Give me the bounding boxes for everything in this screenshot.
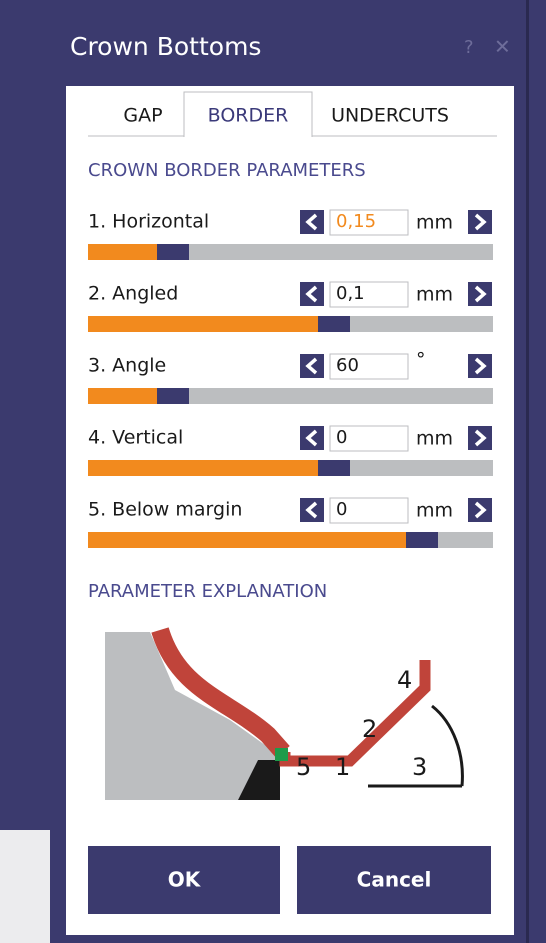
param-label: 4. Vertical bbox=[88, 427, 183, 449]
tooth-shape bbox=[105, 632, 280, 800]
diagram-label: 5 bbox=[296, 753, 311, 781]
angle-arc bbox=[368, 704, 464, 788]
slider-knob[interactable] bbox=[318, 316, 350, 332]
unit-text: mm bbox=[416, 212, 453, 234]
desktop-area bbox=[0, 830, 50, 943]
slider-knob[interactable] bbox=[406, 532, 438, 548]
slider-track[interactable] bbox=[88, 388, 493, 404]
tab[interactable]: GAP bbox=[123, 105, 162, 127]
unit-text: mm bbox=[416, 284, 453, 306]
dialog-title: Crown Bottoms bbox=[70, 32, 261, 61]
unit-text: ° bbox=[416, 349, 426, 371]
slider-knob[interactable] bbox=[157, 244, 189, 260]
close-button[interactable]: ✕ bbox=[494, 35, 511, 59]
value-text: 60 bbox=[336, 355, 359, 376]
chevron-left bbox=[305, 501, 318, 519]
decrement-button[interactable] bbox=[300, 282, 324, 306]
chevron-left bbox=[305, 285, 318, 303]
increment-button[interactable] bbox=[468, 282, 492, 306]
value-input[interactable] bbox=[329, 497, 409, 524]
param-label: 5. Below margin bbox=[88, 499, 242, 521]
chevron-right bbox=[474, 429, 487, 447]
increment-button[interactable] bbox=[468, 426, 492, 450]
section-heading: CROWN BORDER PARAMETERS bbox=[88, 160, 366, 181]
chevron-left bbox=[305, 357, 318, 375]
value-input[interactable] bbox=[329, 353, 409, 380]
button-label[interactable]: OK bbox=[168, 868, 202, 892]
slider-fill bbox=[88, 388, 157, 404]
tab-gap bbox=[185, 134, 311, 138]
slider-track[interactable] bbox=[88, 244, 493, 260]
chevron-right bbox=[474, 501, 487, 519]
decrement-button[interactable] bbox=[300, 426, 324, 450]
decrement-button[interactable] bbox=[300, 354, 324, 378]
chevron-right bbox=[474, 213, 487, 231]
slider-knob[interactable] bbox=[318, 460, 350, 476]
value-text: 0,1 bbox=[336, 283, 365, 304]
unit-text: mm bbox=[416, 500, 453, 522]
section-heading: PARAMETER EXPLANATION bbox=[88, 581, 327, 602]
decrement-button[interactable] bbox=[300, 498, 324, 522]
slider-fill bbox=[88, 532, 406, 548]
chevron-left bbox=[305, 213, 318, 231]
margin-point bbox=[275, 748, 288, 761]
value-text: 0 bbox=[336, 427, 347, 448]
param-label: 2. Angled bbox=[88, 283, 178, 305]
frame-edge bbox=[526, 0, 529, 943]
diagram-label: 3 bbox=[412, 753, 427, 781]
slider-fill bbox=[88, 316, 318, 332]
chevron-right bbox=[474, 285, 487, 303]
tab[interactable]: UNDERCUTS bbox=[331, 105, 449, 127]
active-tab-box bbox=[183, 91, 313, 137]
value-text: 0,15 bbox=[336, 211, 376, 232]
decrement-button[interactable] bbox=[300, 210, 324, 234]
increment-button[interactable] bbox=[468, 498, 492, 522]
value-input[interactable] bbox=[329, 281, 409, 308]
param-label: 3. Angle bbox=[88, 355, 166, 377]
value-input[interactable] bbox=[329, 425, 409, 452]
chevron-left bbox=[305, 429, 318, 447]
margin-wedge bbox=[238, 760, 280, 800]
increment-button[interactable] bbox=[468, 210, 492, 234]
param-label: 1. Horizontal bbox=[88, 211, 209, 233]
value-text: 0 bbox=[336, 499, 347, 520]
button-label[interactable]: Cancel bbox=[357, 868, 432, 892]
diagram-label: 2 bbox=[362, 715, 377, 743]
help-button[interactable]: ? bbox=[464, 37, 474, 58]
unit-text: mm bbox=[416, 428, 453, 450]
crown-wall bbox=[151, 627, 290, 758]
tab-active[interactable]: BORDER bbox=[208, 105, 289, 127]
increment-button[interactable] bbox=[468, 354, 492, 378]
ok-button[interactable] bbox=[88, 846, 280, 914]
diagram-label: 1 bbox=[335, 753, 350, 781]
chevron-right bbox=[474, 357, 487, 375]
slider-knob[interactable] bbox=[157, 388, 189, 404]
slider-fill bbox=[88, 460, 318, 476]
cancel-button[interactable] bbox=[297, 846, 491, 914]
diagram-label: 4 bbox=[397, 666, 412, 694]
slider-fill bbox=[88, 244, 157, 260]
value-input[interactable] bbox=[329, 209, 409, 236]
